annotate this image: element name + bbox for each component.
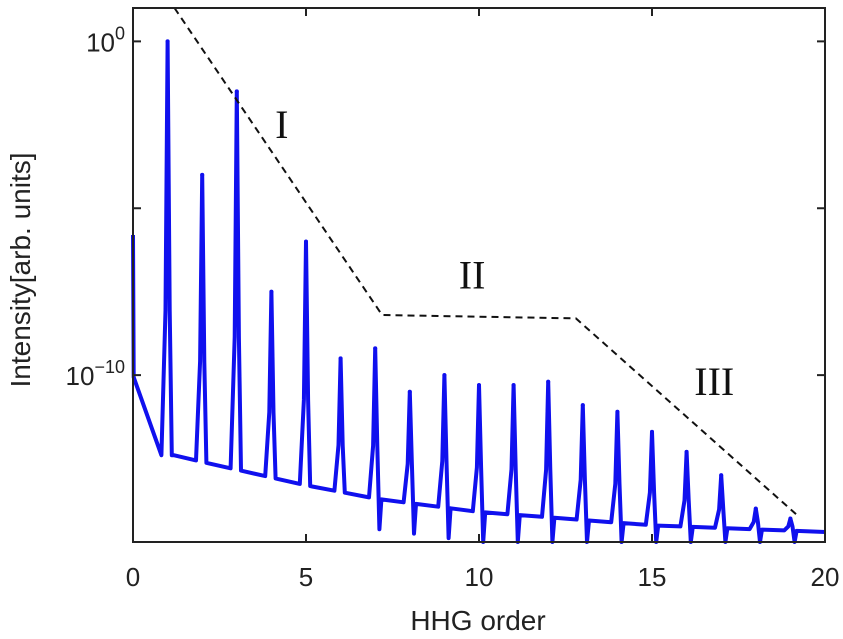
harmonic-peak-point (753, 506, 758, 511)
region-label: II (459, 252, 486, 297)
harmonic-peak-point (615, 409, 620, 414)
harmonic-peak-point (269, 289, 274, 294)
y-tick-label: 10−10 (66, 357, 125, 391)
harmonic-peak-point (719, 473, 724, 478)
x-tick-label: 15 (638, 562, 667, 592)
axes: 0 5 10 15 20 100 10−10 (66, 7, 840, 592)
harmonic-peak-point (546, 379, 551, 384)
harmonic-peak-point (234, 89, 239, 94)
harmonic-peak-point (477, 383, 481, 388)
harmonic-peak-point (580, 403, 585, 408)
x-tick-label: 20 (811, 562, 840, 592)
harmonic-peak-point (200, 172, 205, 177)
harmonic-peak-point (442, 373, 447, 378)
harmonic-peak-point (407, 389, 412, 394)
harmonic-peak-point (304, 239, 308, 244)
region-label: III (694, 359, 734, 404)
harmonic-peak-point (373, 346, 378, 351)
y-tick-label: 100 (86, 23, 125, 57)
y-axis-label: Intensity[arb. units] (5, 152, 36, 387)
harmonic-peak-point (684, 449, 689, 454)
x-tick-label: 5 (299, 562, 313, 592)
harmonic-peak-point (511, 383, 516, 388)
x-tick-label: 0 (126, 562, 140, 592)
harmonic-peak-point (338, 356, 343, 361)
harmonic-peak-point (788, 516, 793, 521)
x-axis-label: HHG order (410, 605, 545, 636)
x-tick-label: 10 (465, 562, 494, 592)
harmonic-peak-point (165, 39, 170, 44)
region-label: I (275, 102, 288, 147)
harmonic-peak-point (650, 429, 654, 434)
envelope-dashed-line (173, 7, 798, 517)
